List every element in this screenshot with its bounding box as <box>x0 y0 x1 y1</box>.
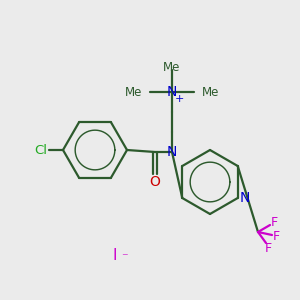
Text: ⁻: ⁻ <box>121 251 127 265</box>
Text: F: F <box>264 242 272 254</box>
Text: O: O <box>150 175 160 189</box>
Text: N: N <box>239 191 250 205</box>
Text: +: + <box>174 94 184 104</box>
Text: Me: Me <box>163 61 181 74</box>
Text: F: F <box>270 215 278 229</box>
Text: N: N <box>167 85 177 99</box>
Text: N: N <box>167 145 177 159</box>
Text: I: I <box>113 248 117 262</box>
Text: Me: Me <box>202 85 219 98</box>
Text: F: F <box>272 230 280 244</box>
Text: Me: Me <box>124 85 142 98</box>
Text: Cl: Cl <box>34 143 47 157</box>
